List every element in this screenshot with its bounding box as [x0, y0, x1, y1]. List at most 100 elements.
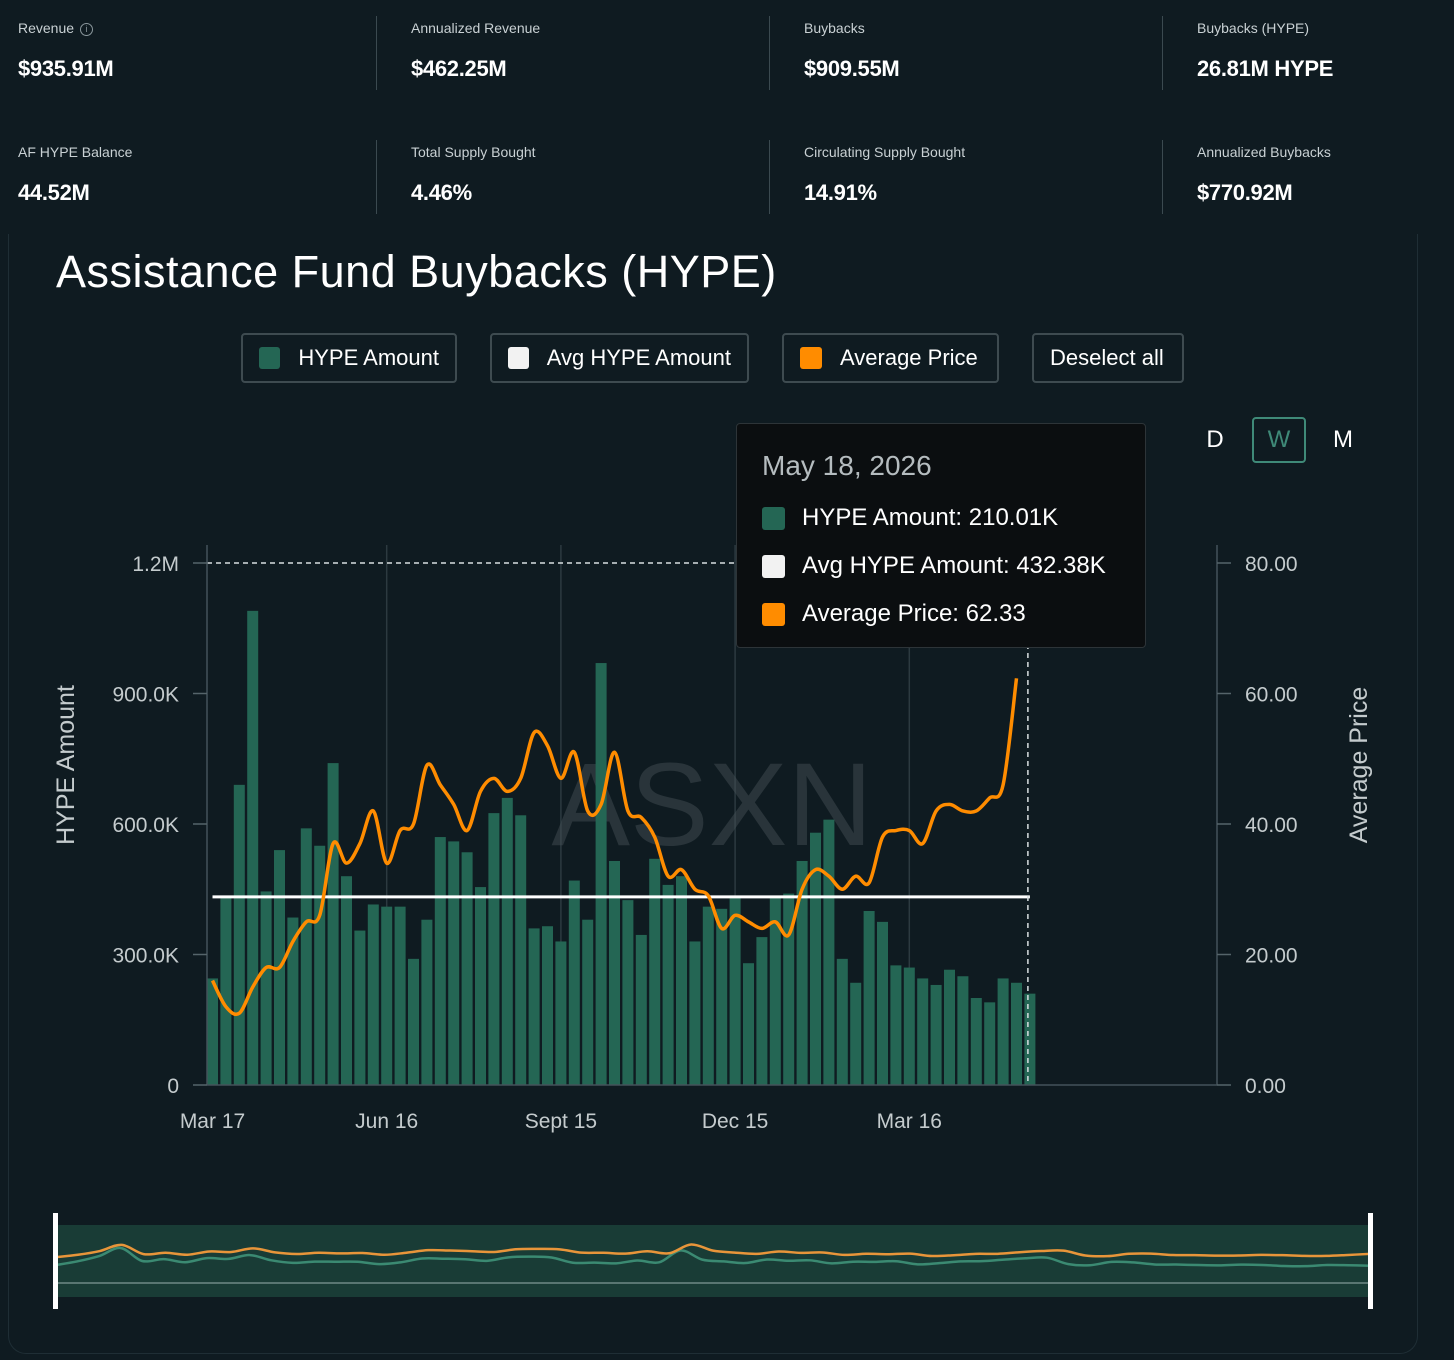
stat-divider: [1162, 16, 1163, 90]
x-tick-label: Mar 17: [180, 1110, 245, 1133]
stat-value: $935.91M: [18, 56, 114, 81]
hype-amount-bar: [743, 963, 754, 1085]
x-tick-label: Mar 16: [877, 1110, 942, 1133]
hype-amount-bar: [917, 978, 929, 1085]
hype-amount-bar: [367, 904, 379, 1085]
avg-hype-amount-swatch: [508, 347, 529, 369]
hype-amount-bar: [515, 815, 527, 1085]
hype-amount-bar: [488, 813, 500, 1085]
hype-amount-bar: [542, 926, 553, 1085]
right-tick-label: 20.00: [1245, 945, 1298, 968]
hype-amount-bar: [716, 908, 728, 1085]
stat-divider: [376, 140, 377, 214]
hype-amount-bar: [582, 919, 594, 1085]
x-tick-label: Jun 16: [355, 1110, 418, 1133]
average-price-line: [210, 678, 1019, 1017]
hype-amount-bar: [314, 845, 326, 1085]
hype-amount-bars: [207, 610, 1036, 1085]
hype-amount-bar: [475, 887, 486, 1085]
brush-handle-left[interactable]: [53, 1213, 58, 1309]
tooltip-value: Avg HYPE Amount: 432.38K: [802, 552, 1106, 579]
hype-amount-bar: [756, 937, 768, 1085]
brush-handle-right[interactable]: [1368, 1213, 1373, 1309]
hype-amount-bar: [689, 941, 701, 1085]
stat-label: Annualized Revenue: [411, 20, 541, 36]
hype-amount-bar: [394, 906, 406, 1085]
hype-amount-bar: [823, 819, 835, 1085]
chart-title: Assistance Fund Buybacks (HYPE): [56, 246, 777, 297]
hype-amount-bar: [702, 906, 714, 1085]
stat-value: 14.91%: [804, 180, 877, 205]
stat-value: $770.92M: [1197, 180, 1293, 205]
period-day-button[interactable]: D: [1206, 426, 1224, 453]
legend-average-price-button[interactable]: Average Price: [782, 333, 999, 383]
tooltip-value: HYPE Amount: 210.01K: [802, 504, 1059, 531]
hype-amount-bar: [354, 930, 366, 1085]
hype-amount-bar: [287, 917, 299, 1085]
stat-value: $462.25M: [411, 56, 507, 81]
hype-amount-swatch: [259, 347, 281, 369]
hype-amount-bar: [769, 897, 781, 1085]
hype-amount-bar: [903, 967, 915, 1085]
hype-amount-bar: [635, 934, 647, 1085]
average-price-swatch: [762, 602, 785, 626]
legend-hype-amount-button[interactable]: HYPE Amount: [241, 333, 457, 383]
average-price-path: [210, 678, 1019, 1017]
right-tick-label: 80.00: [1245, 553, 1298, 576]
hype-amount-bar: [381, 906, 393, 1085]
stat-label: Buybacks (HYPE): [1197, 20, 1310, 36]
stat-divider: [376, 16, 377, 90]
legend-avg-hype-amount-button[interactable]: Avg HYPE Amount: [490, 333, 749, 383]
left-tick-label: 1.2M: [132, 553, 179, 576]
hype-amount-bar: [622, 900, 634, 1085]
stat-revenue: Revenue i $935.91M: [18, 20, 378, 96]
deselect-all-button[interactable]: Deselect all: [1032, 333, 1184, 383]
hype-amount-bar: [300, 828, 312, 1085]
chart-panel: [8, 234, 1418, 1354]
stat-value: 26.81M HYPE: [1197, 56, 1334, 81]
legend-label: Avg HYPE Amount: [546, 345, 731, 370]
stat-value: 4.46%: [411, 180, 472, 205]
hype-amount-bar: [501, 797, 513, 1085]
stat-value: 44.52M: [18, 180, 90, 205]
right-tick-label: 40.00: [1245, 814, 1298, 837]
hype-amount-bar: [957, 976, 969, 1085]
left-axis-label: HYPE Amount: [52, 685, 80, 845]
hype-amount-bar: [421, 919, 433, 1085]
info-icon[interactable]: i: [80, 23, 94, 36]
stat-buybacks: Buybacks $909.55M: [804, 20, 1164, 96]
stat-label: Revenue: [18, 20, 75, 36]
hype-amount-bar: [233, 784, 245, 1085]
left-tick-label: 900.0K: [112, 684, 179, 707]
stat-divider: [769, 140, 770, 214]
left-tick-label: 0: [167, 1075, 179, 1098]
hype-amount-bar: [595, 663, 607, 1085]
left-tick-label: 300.0K: [112, 945, 179, 968]
stat-label: Annualized Buybacks: [1197, 144, 1331, 160]
stat-divider: [769, 16, 770, 90]
period-week-button[interactable]: W: [1252, 417, 1306, 463]
hype-amount-bar: [850, 982, 862, 1085]
range-brush[interactable]: [53, 1213, 1373, 1309]
hype-amount-swatch: [762, 506, 785, 530]
deselect-all-label: Deselect all: [1050, 345, 1164, 370]
hype-amount-bar: [944, 969, 955, 1085]
hype-amount-bar: [930, 984, 942, 1085]
hype-amount-bar: [863, 911, 875, 1085]
hype-amount-bar: [810, 832, 821, 1085]
stat-af-hype-balance: AF HYPE Balance 44.52M: [18, 144, 378, 220]
hype-amount-bar: [247, 610, 259, 1085]
hype-amount-bar: [207, 978, 218, 1085]
hype-amount-bar: [676, 876, 687, 1085]
tooltip-date: May 18, 2026: [762, 450, 932, 481]
stat-label: Total Supply Bought: [411, 144, 536, 160]
hype-amount-bar: [836, 958, 848, 1085]
hype-amount-bar: [327, 763, 339, 1085]
stat-circulating-supply-bought: Circulating Supply Bought 14.91%: [804, 144, 1164, 220]
hype-amount-bar: [662, 884, 674, 1085]
hype-amount-bar: [984, 1002, 996, 1085]
period-month-button[interactable]: M: [1333, 426, 1353, 453]
hype-amount-bar: [528, 928, 540, 1085]
right-tick-label: 0.00: [1245, 1075, 1286, 1098]
